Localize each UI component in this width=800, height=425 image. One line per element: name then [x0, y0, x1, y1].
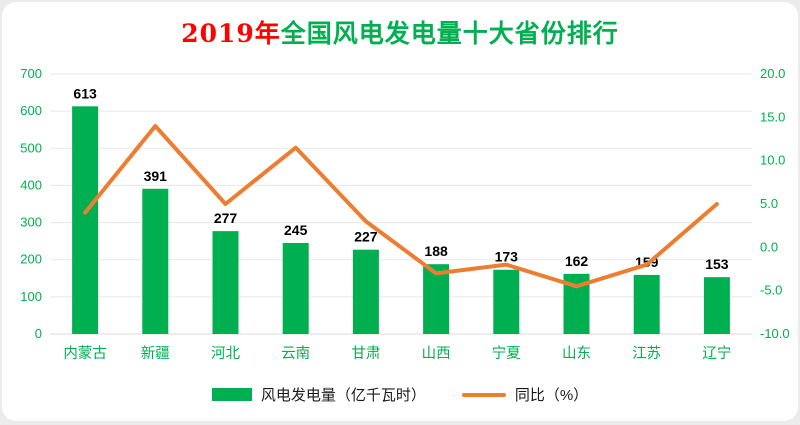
bar-value-label: 277 — [214, 210, 238, 226]
bar-value-label: 245 — [284, 222, 308, 238]
legend-item-line: 同比（%） — [461, 384, 589, 405]
left-axis-tick-label: 500 — [20, 140, 42, 155]
bar — [493, 269, 520, 334]
category-label: 云南 — [281, 345, 310, 362]
left-axis-tick-label: 100 — [20, 289, 42, 304]
bar-value-label: 173 — [495, 249, 519, 265]
bar-value-label: 162 — [565, 253, 589, 269]
bar — [212, 231, 239, 334]
trend-line — [83, 124, 719, 289]
right-axis-tick-label: 20.0 — [760, 66, 785, 81]
category-label: 新疆 — [141, 345, 170, 362]
legend-line-label: 同比（%） — [514, 387, 589, 404]
category-label: 河北 — [211, 345, 240, 362]
left-axis-tick-label: 600 — [20, 103, 42, 118]
right-axis-tick-label: 10.0 — [760, 153, 785, 168]
title-rest: 全国风电发电量十大省份排行 — [280, 19, 619, 48]
bar — [352, 249, 379, 334]
category-label: 山西 — [422, 345, 451, 362]
legend-bar-swatch — [211, 388, 252, 401]
combo-chart: 0 100 200 300 400 500 600 700 -10.0 -5.0 0.0 5.0 10.… — [20, 66, 790, 362]
bar — [423, 264, 450, 334]
left-axis-tick-label: 0 — [35, 326, 42, 341]
right-axis-tick-label: 15.0 — [760, 109, 785, 124]
left-axis-tick-label: 200 — [20, 252, 42, 267]
bar — [142, 188, 169, 334]
category-label: 内蒙古 — [63, 345, 107, 362]
right-axis-tick-label: -5.0 — [760, 283, 782, 298]
legend-bar-label: 风电发电量（亿千瓦时） — [260, 387, 426, 404]
bar-value-label: 613 — [73, 85, 97, 101]
right-axis-tick-label: 0.0 — [760, 239, 778, 254]
bar-value-label: 188 — [424, 243, 448, 259]
chart-title: 2019年全国风电发电量十大省份排行 — [2, 14, 798, 50]
left-axis-tick-label: 400 — [20, 177, 42, 192]
category-label: 山东 — [562, 345, 591, 362]
bar — [703, 277, 730, 334]
category-label: 甘肃 — [351, 345, 380, 362]
bar-value-label: 153 — [705, 256, 729, 272]
bar — [72, 106, 99, 334]
title-year: 2019年 — [181, 19, 281, 48]
legend-line-swatch — [461, 392, 506, 397]
legend-item-bars: 风电发电量（亿千瓦时） — [211, 384, 426, 405]
left-axis-tick-label: 700 — [20, 66, 42, 81]
bar-value-label: 227 — [354, 229, 378, 245]
category-label: 江苏 — [632, 345, 661, 362]
right-axis-tick-label: 5.0 — [760, 196, 778, 211]
left-axis-tick-label: 300 — [20, 215, 42, 230]
bar — [282, 243, 309, 334]
right-axis-tick-label: -10.0 — [760, 326, 790, 341]
category-label: 辽宁 — [702, 345, 731, 362]
category-label: 宁夏 — [492, 345, 521, 362]
bar — [633, 274, 660, 334]
bar-value-label: 391 — [144, 168, 168, 184]
chart-legend: 风电发电量（亿千瓦时） 同比（%） — [2, 384, 798, 405]
